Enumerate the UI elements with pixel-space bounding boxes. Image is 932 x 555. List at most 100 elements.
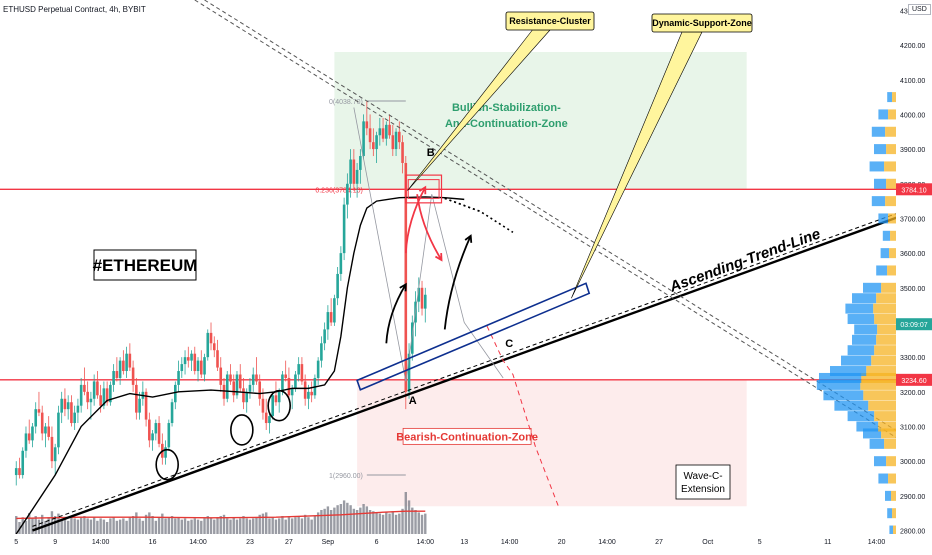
- candle-body: [177, 371, 180, 385]
- volume-profile-bar: [877, 324, 896, 335]
- candle-body: [18, 468, 21, 476]
- price-label-bg: [896, 373, 932, 386]
- resistance-box-inner: [407, 179, 440, 199]
- currency-button[interactable]: USD: [908, 4, 931, 15]
- y-tick-label: 4200.00: [900, 43, 925, 50]
- volume-bar: [141, 520, 145, 534]
- candle-body: [410, 322, 414, 354]
- volume-bar: [92, 517, 96, 534]
- candle-body: [203, 357, 206, 375]
- resistance-curve: [444, 197, 514, 233]
- volume-bar: [99, 518, 102, 534]
- wave-c-label: Extension: [681, 484, 725, 495]
- candle-body: [167, 423, 171, 448]
- candle-body: [401, 142, 404, 163]
- volume-profile-bar: [819, 372, 862, 383]
- ascending-trend-line: [32, 203, 932, 532]
- volume-bar: [261, 513, 265, 534]
- volume-bar: [200, 520, 203, 534]
- volume-bar: [41, 514, 44, 534]
- volume-bar: [326, 506, 330, 534]
- candle-body: [44, 426, 47, 434]
- volume-bar: [148, 512, 151, 534]
- volume-bar: [265, 512, 268, 534]
- volume-profile-bar: [854, 324, 878, 335]
- y-axis-bg: [896, 0, 932, 550]
- candle-body: [359, 156, 362, 170]
- volume-bar: [333, 507, 336, 534]
- chart-header: ETHUSD Perpetual Contract, 4h, BYBIT: [3, 5, 146, 14]
- volume-profile-bar: [841, 355, 872, 366]
- volume-bar: [339, 504, 343, 534]
- volume-profile-bar: [878, 109, 889, 120]
- trend-line-label: Ascending-Trend-Line: [667, 225, 823, 296]
- volume-bar: [118, 519, 122, 534]
- candle-body: [115, 371, 119, 378]
- volume-bar: [349, 505, 352, 534]
- volume-bar: [229, 519, 232, 534]
- candle-body: [391, 135, 395, 150]
- volume-bar: [316, 512, 320, 534]
- volume-bar: [144, 514, 148, 534]
- volume-profile-bar: [878, 473, 889, 484]
- y-tick-label: 3600.00: [900, 251, 925, 258]
- candle-body: [209, 332, 213, 344]
- volume-bar: [274, 519, 278, 534]
- candle-body: [151, 433, 154, 441]
- volume-profile-bar: [880, 248, 890, 259]
- candle-body: [63, 398, 67, 410]
- candle-body: [183, 357, 187, 365]
- volume-profile-bar: [886, 456, 896, 467]
- candle-body: [24, 433, 28, 451]
- volume-bar: [21, 517, 24, 534]
- title-box: [93, 249, 197, 281]
- volume-bar: [307, 517, 310, 534]
- volume-bar: [404, 492, 407, 534]
- wave-c-label: Wave-C-: [683, 471, 722, 482]
- volume-profile-bar: [884, 161, 896, 172]
- volume-bar: [346, 502, 349, 534]
- candle-body: [372, 142, 375, 150]
- candle-body: [420, 287, 424, 309]
- volume-bar: [53, 516, 57, 534]
- volume-bar: [206, 516, 209, 534]
- volume-profile-bar: [823, 390, 864, 401]
- price-label: 3784.10: [901, 187, 926, 194]
- candle-body: [232, 381, 236, 396]
- volume-bar: [63, 517, 67, 534]
- candle-body: [99, 395, 102, 406]
- y-tick-label: 3000.00: [900, 459, 925, 466]
- candle-body: [251, 374, 255, 385]
- volume-profile-bar: [891, 490, 896, 501]
- volume-profile-bar: [847, 314, 875, 325]
- volume-bar: [355, 510, 359, 534]
- volume-bar: [193, 518, 196, 534]
- volume-profile-bar: [874, 456, 887, 467]
- x-tick-label: 13: [460, 539, 468, 546]
- candle-body: [206, 332, 210, 358]
- resistance-box: [405, 174, 443, 204]
- arrow-up-2: [443, 235, 472, 330]
- candle-body: [362, 121, 365, 157]
- candle-body: [274, 395, 278, 403]
- volume-bar: [381, 514, 385, 534]
- volume-bar: [157, 517, 161, 534]
- candle-body: [180, 364, 184, 372]
- volume-profile-bar: [882, 230, 891, 241]
- volume-bar: [209, 518, 213, 534]
- volume-profile-bar: [861, 372, 896, 383]
- candle-body: [329, 312, 333, 323]
- arrow-up-1-head: [399, 282, 407, 292]
- volume-ma-line: [16, 510, 426, 520]
- volume-profile-bar: [890, 230, 896, 241]
- candle-body: [320, 343, 323, 361]
- volume-bar: [297, 516, 300, 534]
- volume-profile-bar: [856, 421, 879, 432]
- volume-profile-bar: [852, 334, 877, 345]
- volume-bar: [359, 507, 362, 534]
- volume-bar: [398, 513, 401, 534]
- candle-body: [96, 381, 99, 396]
- candle-body: [303, 381, 307, 399]
- candle-body: [86, 391, 89, 403]
